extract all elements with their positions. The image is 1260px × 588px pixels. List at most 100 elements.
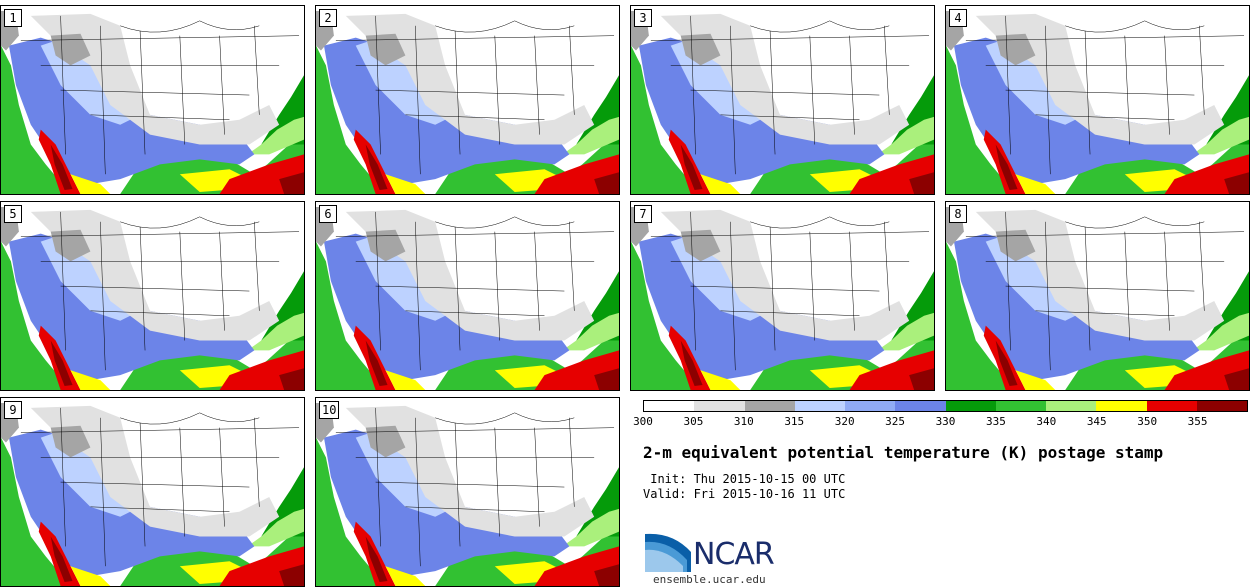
state-boundary-line: [1045, 221, 1051, 371]
member-number-label: 10: [319, 401, 340, 419]
state-boundary-line: [690, 285, 880, 292]
member-panel-9: 9: [0, 397, 305, 587]
rockies-gray: [365, 425, 406, 458]
colorbar-tick-label: 330: [935, 415, 956, 428]
colorbar-tick-label: 305: [683, 415, 704, 428]
member-number-label: 1: [4, 9, 22, 27]
baja-darkred: [995, 340, 1018, 387]
member-number-label: 6: [319, 205, 337, 223]
member-panel-10: 10: [315, 397, 620, 587]
member-panel-6: 6: [315, 201, 620, 391]
colorbar-segment-325: [895, 401, 946, 411]
colorbar-segment-345: [1096, 401, 1147, 411]
map-panel-3: [631, 10, 934, 194]
state-boundary-line: [435, 20, 575, 33]
ocean-west-green: [631, 45, 701, 194]
state-boundary-line: [750, 20, 890, 33]
state-boundary-line: [534, 35, 540, 135]
mexico-yellow: [700, 370, 741, 390]
state-boundary-line: [60, 89, 250, 96]
atlantic-lightgreen: [877, 312, 934, 351]
state-boundary-line: [1199, 25, 1205, 115]
state-boundary-line: [494, 427, 501, 537]
state-boundary-line: [1065, 216, 1205, 229]
atlantic-lightgreen: [877, 116, 934, 155]
state-boundary-line: [139, 422, 146, 547]
ocean-west-green: [1, 241, 71, 390]
mexico-yellow: [1015, 370, 1056, 390]
state-boundary-line: [219, 231, 225, 331]
member-number-label: 4: [949, 9, 967, 27]
state-boundary-line: [100, 25, 106, 175]
state-boundary-line: [254, 25, 260, 115]
colorbar-tick-label: 335: [985, 415, 1006, 428]
colorbar-tick-label: 320: [834, 415, 855, 428]
caribbean-darkred: [1224, 368, 1249, 390]
colorbar-tick-label: 350: [1137, 415, 1158, 428]
baja-darkred: [680, 144, 703, 191]
rockies-gray: [680, 229, 721, 262]
state-boundary-line: [650, 231, 930, 237]
state-boundary-line: [1065, 20, 1205, 33]
state-boundary-line: [569, 25, 575, 115]
atlantic-lightgreen: [247, 312, 304, 351]
colorbar-tick-label: 345: [1086, 415, 1107, 428]
map-panel-8: [946, 206, 1249, 390]
state-boundary-line: [179, 427, 186, 537]
state-boundary-line: [1005, 15, 1011, 155]
state-boundary-line: [405, 310, 545, 317]
colorbar-tick-label: 310: [733, 415, 754, 428]
plains-gray: [345, 405, 595, 537]
member-panel-1: 1: [0, 5, 305, 195]
state-boundary-line: [1035, 310, 1175, 317]
colorbar-segment-350: [1146, 401, 1197, 411]
mexico-yellow: [700, 174, 741, 194]
plains-gray: [345, 209, 595, 341]
member-number-label: 5: [4, 205, 22, 223]
state-boundary-line: [730, 25, 736, 175]
plains-gray: [660, 13, 910, 145]
state-boundary-line: [1124, 35, 1131, 145]
state-boundary-line: [494, 35, 501, 145]
state-boundary-line: [1035, 114, 1175, 121]
atlantic-lightgreen: [1192, 312, 1249, 351]
atlantic-lightgreen: [562, 508, 619, 547]
colorbar-segment-315: [794, 401, 845, 411]
mexico-yellow: [1015, 174, 1056, 194]
state-boundary-line: [60, 211, 66, 351]
member-panel-5: 5: [0, 201, 305, 391]
state-boundary-line: [750, 216, 890, 229]
baja-darkred: [365, 340, 388, 387]
colorbar-segment-305: [694, 401, 745, 411]
state-boundary-line: [375, 211, 381, 351]
atlantic-lightgreen: [247, 508, 304, 547]
baja-darkred: [50, 144, 73, 191]
ocean-west-green: [1, 45, 71, 194]
state-boundary-line: [454, 30, 461, 155]
caribbean-darkred: [279, 172, 304, 194]
state-boundary-line: [884, 25, 890, 115]
baja-darkred: [50, 340, 73, 387]
state-boundary-line: [809, 231, 816, 341]
state-boundary-line: [139, 30, 146, 155]
map-panel-5: [1, 206, 304, 390]
rockies-gray: [995, 33, 1036, 66]
state-boundary-line: [179, 35, 186, 145]
state-boundary-line: [90, 114, 230, 121]
map-panel-7: [631, 206, 934, 390]
state-boundary-line: [60, 407, 66, 547]
atlantic-lightgreen: [247, 116, 304, 155]
rockies-gray: [680, 33, 721, 66]
state-boundary-line: [254, 417, 260, 507]
state-boundary-line: [375, 285, 565, 292]
colorbar-segment-310: [744, 401, 795, 411]
colorbar-tick-label: 300: [633, 415, 653, 428]
ncar-logo-text: NCAR: [693, 537, 775, 572]
atlantic-lightgreen: [562, 116, 619, 155]
caribbean-darkred: [279, 368, 304, 390]
colorbar-segment-320: [845, 401, 896, 411]
state-boundary-line: [1005, 89, 1195, 96]
state-boundary-line: [100, 417, 106, 567]
state-boundary-line: [435, 216, 575, 229]
state-boundary-line: [335, 231, 615, 237]
